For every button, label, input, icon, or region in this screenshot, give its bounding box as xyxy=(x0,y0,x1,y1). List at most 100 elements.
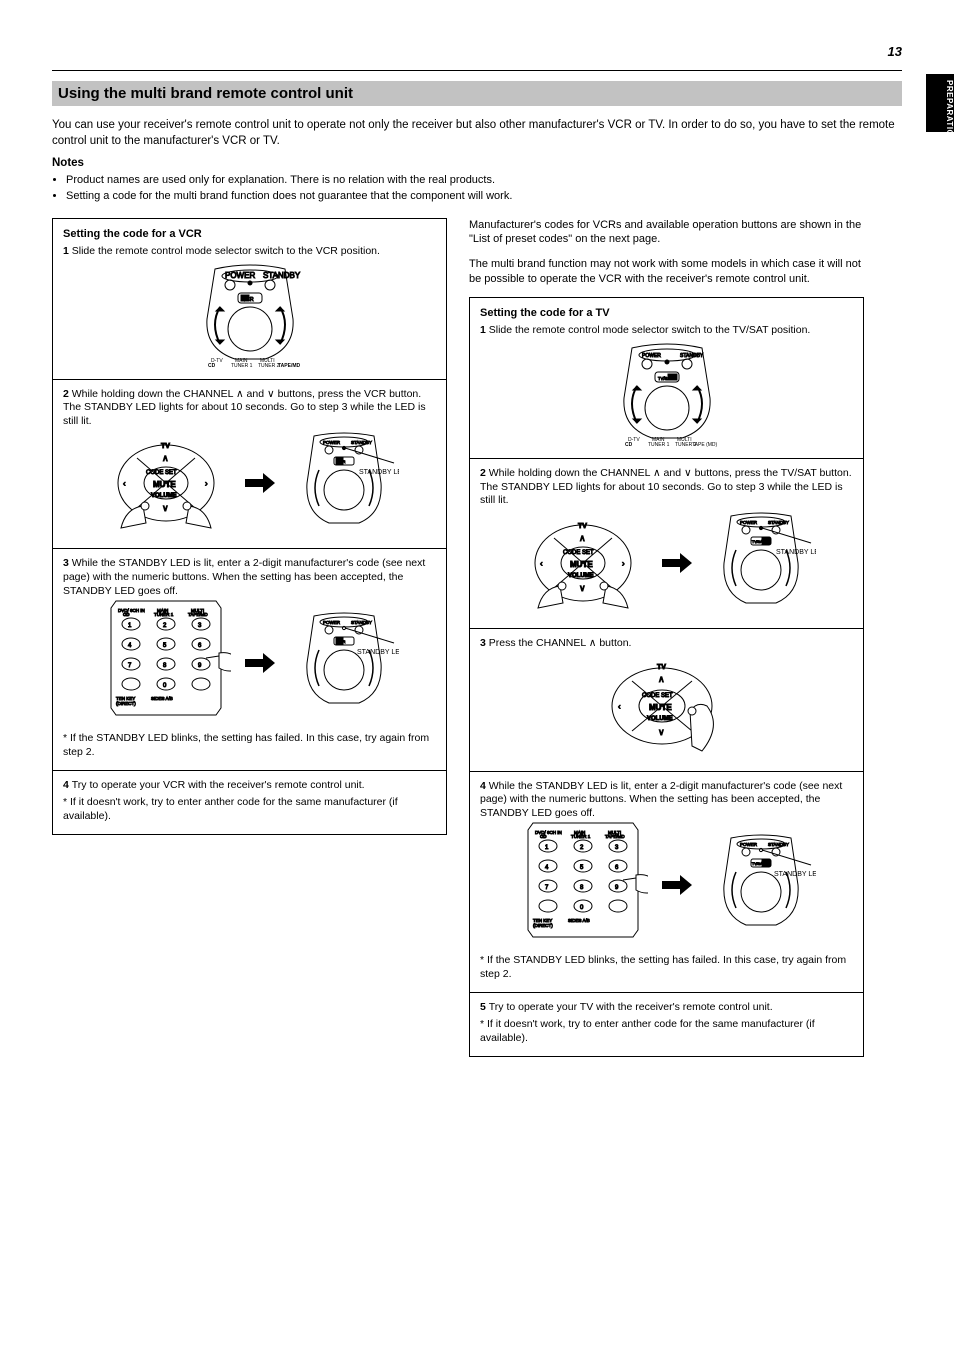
left-step1-title: Setting the code for a VCR xyxy=(63,227,436,241)
notes-list: Product names are used only for explanat… xyxy=(66,173,902,204)
left-column: Setting the code for a VCR 1 Slide the r… xyxy=(52,218,447,835)
svg-text:8: 8 xyxy=(580,885,584,891)
svg-text:VCR: VCR xyxy=(243,297,254,303)
diagram-remote-slider-vcr: POWER STANDBY VCR xyxy=(63,259,436,369)
right-para-1: Manufacturer's codes for VCRs and availa… xyxy=(469,218,864,248)
svg-text:STANDBY: STANDBY xyxy=(351,620,372,625)
step-text: While holding down the CHANNEL ∧ and ∨ b… xyxy=(480,467,852,506)
arrow-right-icon xyxy=(245,653,275,673)
svg-text:∧: ∧ xyxy=(658,674,665,684)
step-text: While the STANDBY LED is lit, enter a 2-… xyxy=(480,780,842,819)
right-step-5: 5 Try to operate your TV with the receiv… xyxy=(470,992,863,1056)
svg-text:TV: TV xyxy=(578,523,587,530)
diagram-numeric-entry: 1 2 3 4 5 6 7 8 9 0 xyxy=(63,598,436,728)
step-number: 2 xyxy=(480,467,489,479)
svg-text:SIDES A/B: SIDES A/B xyxy=(151,696,173,701)
svg-text:(DIRECT): (DIRECT) xyxy=(116,701,136,706)
step-text: Press the CHANNEL ∧ button. xyxy=(489,637,632,649)
svg-text:7: 7 xyxy=(128,663,132,669)
svg-text:CD: CD xyxy=(625,442,633,448)
svg-text:∨: ∨ xyxy=(162,503,169,513)
svg-text:∨: ∨ xyxy=(579,583,586,593)
diagram-remote-slider-tv: POWER STANDBY TV/SAT xyxy=(480,338,853,448)
led-off-label-tv: STANDBY LED goes off. xyxy=(774,871,816,878)
svg-text:4: 4 xyxy=(128,643,132,649)
right-heading: Setting the code for a TV xyxy=(480,306,853,320)
step-text: Try to operate your TV with the receiver… xyxy=(489,1001,773,1013)
remote-led-on-tv-svg: POWER STANDBY TV/SAT xyxy=(706,508,816,618)
svg-text:›: › xyxy=(205,479,208,488)
svg-text:CD: CD xyxy=(208,363,216,369)
svg-text:‹: ‹ xyxy=(540,559,543,568)
svg-text:STANDBY: STANDBY xyxy=(768,842,789,847)
svg-text:TUNER 1: TUNER 1 xyxy=(648,442,670,448)
right-step-1: Setting the code for a TV 1 Slide the re… xyxy=(470,298,863,458)
svg-text:TV/SAT: TV/SAT xyxy=(658,376,673,381)
svg-text:TAPE/MD: TAPE/MD xyxy=(605,834,625,839)
step-number: 4 xyxy=(63,779,72,791)
channel-up-svg: MUTE TV CODE SET VOLUME ∧ ∨ ‹ › xyxy=(592,651,742,761)
diagram-channel-press: MUTE TV CODE SET VOLUME ∧ ∨ ‹ › xyxy=(63,428,436,538)
svg-text:TV/SAT: TV/SAT xyxy=(752,540,765,544)
svg-text:POWER: POWER xyxy=(740,842,758,847)
svg-text:POWER: POWER xyxy=(740,520,758,525)
led-on-label-tv: STANDBY LED lights. xyxy=(776,549,816,556)
svg-text:CODE SET: CODE SET xyxy=(563,550,594,556)
svg-text:‹: ‹ xyxy=(618,702,621,711)
right-step-4: 4 While the STANDBY LED is lit, enter a … xyxy=(470,771,863,992)
right-procedure-box: Setting the code for a TV 1 Slide the re… xyxy=(469,297,864,1057)
section-header: Using the multi brand remote control uni… xyxy=(52,81,902,106)
channel-pad-svg: MUTE TV CODE SET VOLUME ∧ ∨ ‹ › xyxy=(101,428,231,538)
svg-text:CD: CD xyxy=(540,834,547,839)
svg-text:TUNER 2: TUNER 2 xyxy=(258,363,280,369)
svg-text:∧: ∧ xyxy=(579,533,586,543)
svg-text:STANDBY: STANDBY xyxy=(680,353,704,359)
left-procedure-box: Setting the code for a VCR 1 Slide the r… xyxy=(52,218,447,835)
left-step-2: 2 While holding down the CHANNEL ∧ and ∨… xyxy=(53,379,446,549)
right-step-2: 2 While holding down the CHANNEL ∧ and ∨… xyxy=(470,458,863,628)
right-para-2: The multi brand function may not work wi… xyxy=(469,257,864,287)
svg-text:TV: TV xyxy=(657,664,666,671)
svg-text:9: 9 xyxy=(615,885,619,891)
right-step4-note: * If the STANDBY LED blinks, the setting… xyxy=(480,950,853,981)
svg-text:‹: ‹ xyxy=(123,479,126,488)
svg-text:∧: ∧ xyxy=(162,453,169,463)
svg-text:TV/SAT: TV/SAT xyxy=(752,862,765,866)
svg-text:2: 2 xyxy=(580,845,584,851)
step-text: Slide the remote control mode selector s… xyxy=(72,245,380,257)
intro-text: You can use your receiver's remote contr… xyxy=(52,118,902,149)
remote-top-tv-svg: POWER STANDBY TV/SAT xyxy=(592,338,742,448)
remote-led-off-tv-svg: POWER STANDBY TV/SAT xyxy=(706,830,816,940)
svg-text:CODE SET: CODE SET xyxy=(642,693,673,699)
right-step5-note: * If it doesn't work, try to enter anthe… xyxy=(480,1014,853,1045)
note-item: Setting a code for the multi brand funct… xyxy=(66,189,902,203)
svg-text:5: 5 xyxy=(163,643,167,649)
svg-text:SIDES A/B: SIDES A/B xyxy=(568,918,590,923)
led-on-label: STANDBY LED lights. xyxy=(359,469,399,476)
svg-text:›: › xyxy=(622,559,625,568)
step-text: Slide the remote control mode selector s… xyxy=(489,324,811,336)
svg-text:TAPE (MD): TAPE (MD) xyxy=(692,442,718,448)
svg-text:2: 2 xyxy=(163,623,167,629)
svg-text:VOLUME: VOLUME xyxy=(151,493,177,499)
svg-text:6: 6 xyxy=(198,643,202,649)
step-number: 5 xyxy=(480,1001,489,1013)
arrow-right-icon xyxy=(245,473,275,493)
step-text: Try to operate your VCR with the receive… xyxy=(72,779,365,791)
svg-text:POWER: POWER xyxy=(323,440,341,445)
numeric-block-tv-svg: 1 2 3 4 5 6 7 8 9 0 xyxy=(518,820,648,950)
step-number: 4 xyxy=(480,780,489,792)
step-number: 3 xyxy=(480,637,489,649)
svg-text:8: 8 xyxy=(163,663,167,669)
channel-pad-tv-svg: MUTE TV CODE SET VOLUME ∧ ∨ ‹ › xyxy=(518,508,648,618)
svg-text:POWER: POWER xyxy=(642,353,661,359)
diagram-numeric-entry-tv: 1 2 3 4 5 6 7 8 9 0 xyxy=(480,820,853,950)
svg-text:(DIRECT): (DIRECT) xyxy=(533,923,553,928)
svg-text:6: 6 xyxy=(615,865,619,871)
svg-text:9: 9 xyxy=(198,663,202,669)
page-root: PREPARATION 13 Using the multi brand rem… xyxy=(0,0,954,1351)
step-number: 1 xyxy=(480,324,489,336)
two-columns: Setting the code for a VCR 1 Slide the r… xyxy=(52,218,902,1057)
svg-text:0: 0 xyxy=(580,905,584,911)
step-number: 2 xyxy=(63,388,72,400)
